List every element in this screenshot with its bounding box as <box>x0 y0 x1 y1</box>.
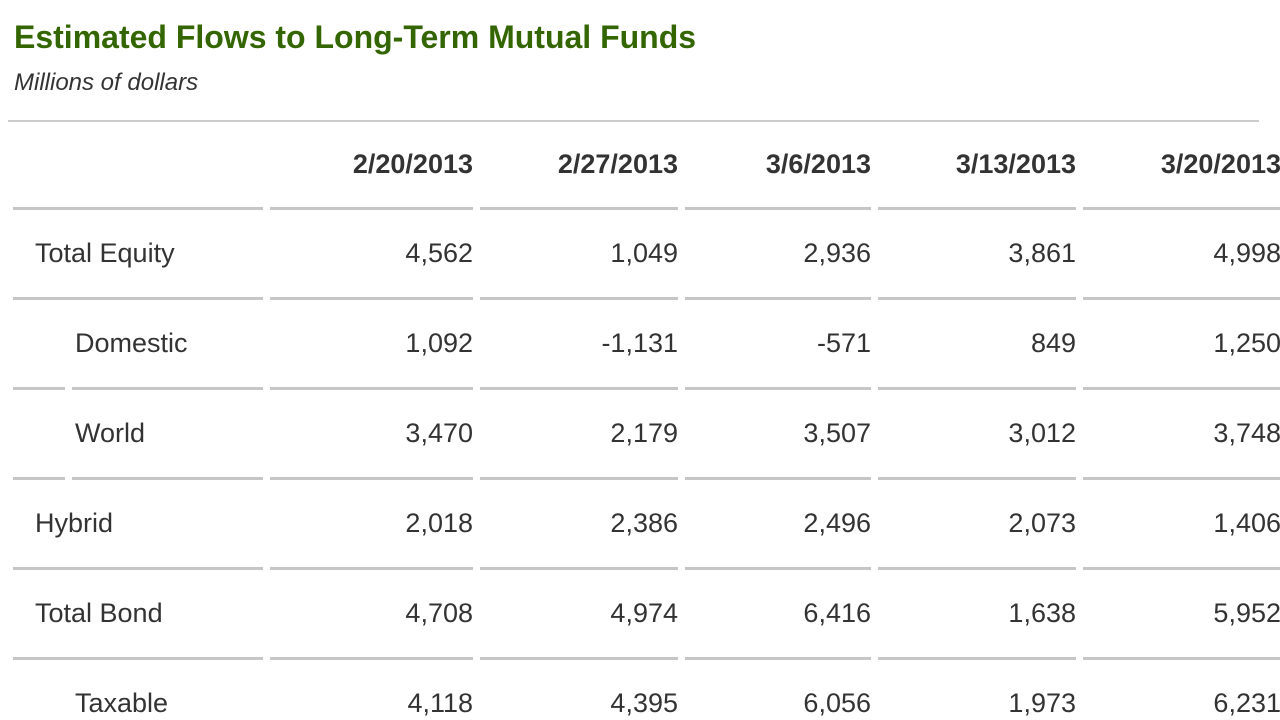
indent-spacer <box>13 300 65 390</box>
cell-value: 3,012 <box>878 390 1076 480</box>
cell-value: 4,395 <box>480 660 678 720</box>
row-label: World <box>72 390 263 480</box>
cell-value: -1,131 <box>480 300 678 390</box>
column-header-date: 3/20/2013 <box>1083 122 1280 210</box>
cell-value: 1,250 <box>1083 300 1280 390</box>
table-row: Domestic 1,092 -1,131 -571 849 1,250 <box>13 300 1280 390</box>
column-header-date: 2/20/2013 <box>270 122 473 210</box>
cell-value: 2,073 <box>878 480 1076 570</box>
cell-value: 6,416 <box>685 570 871 660</box>
indent-spacer <box>13 660 65 720</box>
row-label: Hybrid <box>13 480 263 570</box>
table-row: Total Equity 4,562 1,049 2,936 3,861 4,998 <box>13 210 1280 300</box>
table-row: Total Bond 4,708 4,974 6,416 1,638 5,952 <box>13 570 1280 660</box>
cell-value: 4,974 <box>480 570 678 660</box>
cell-value: -571 <box>685 300 871 390</box>
table-row: Hybrid 2,018 2,386 2,496 2,073 1,406 <box>13 480 1280 570</box>
cell-value: 1,049 <box>480 210 678 300</box>
cell-value: 1,092 <box>270 300 473 390</box>
cell-value: 6,231 <box>1083 660 1280 720</box>
row-label: Domestic <box>72 300 263 390</box>
cell-value: 3,861 <box>878 210 1076 300</box>
cell-value: 3,470 <box>270 390 473 480</box>
table-body: Total Equity 4,562 1,049 2,936 3,861 4,998 Dom… <box>13 210 1280 720</box>
row-label-header <box>13 122 263 210</box>
page-subtitle: Millions of dollars <box>14 69 199 96</box>
cell-value: 3,748 <box>1083 390 1280 480</box>
cell-value: 4,708 <box>270 570 473 660</box>
table-row: Taxable 4,118 4,395 6,056 1,973 6,231 <box>13 660 1280 720</box>
cell-value: 4,562 <box>270 210 473 300</box>
cell-value: 2,179 <box>480 390 678 480</box>
cell-value: 849 <box>878 300 1076 390</box>
cell-value: 2,018 <box>270 480 473 570</box>
cell-value: 1,973 <box>878 660 1076 720</box>
cell-value: 4,998 <box>1083 210 1280 300</box>
cell-value: 1,638 <box>878 570 1076 660</box>
row-label: Taxable <box>72 660 263 720</box>
cell-value: 2,936 <box>685 210 871 300</box>
header-row: 2/20/2013 2/27/2013 3/6/2013 3/13/2013 3/20/… <box>13 122 1280 210</box>
cell-value: 1,406 <box>1083 480 1280 570</box>
cell-value: 3,507 <box>685 390 871 480</box>
row-label: Total Equity <box>13 210 263 300</box>
indent-spacer <box>13 390 65 480</box>
row-label: Total Bond <box>13 570 263 660</box>
cell-value: 2,496 <box>685 480 871 570</box>
column-header-date: 2/27/2013 <box>480 122 678 210</box>
flows-table: 2/20/2013 2/27/2013 3/6/2013 3/13/2013 3/20/… <box>6 122 1280 720</box>
top-divider <box>8 120 1259 122</box>
cell-value: 4,118 <box>270 660 473 720</box>
column-header-date: 3/13/2013 <box>878 122 1076 210</box>
column-header-date: 3/6/2013 <box>685 122 871 210</box>
cell-value: 5,952 <box>1083 570 1280 660</box>
page-title: Estimated Flows to Long-Term Mutual Fund… <box>14 19 697 55</box>
table-row: World 3,470 2,179 3,507 3,012 3,748 <box>13 390 1280 480</box>
cell-value: 2,386 <box>480 480 678 570</box>
cell-value: 6,056 <box>685 660 871 720</box>
